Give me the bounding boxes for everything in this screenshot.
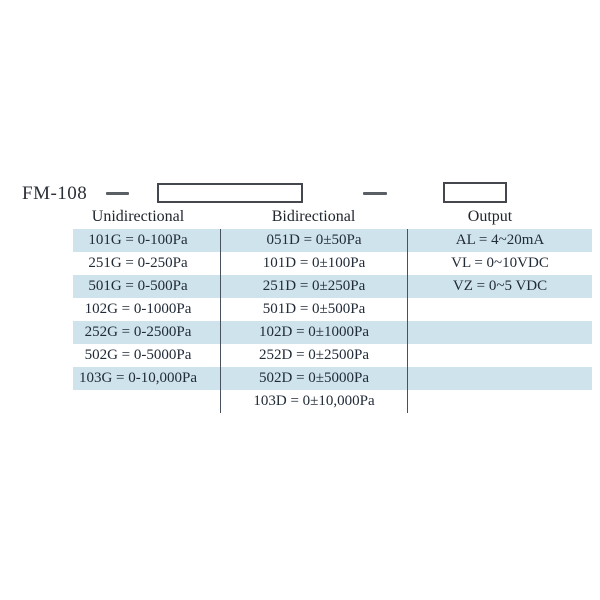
table-row: 103D = 0±10,000Pa bbox=[73, 390, 592, 413]
table-row: 101G = 0-100Pa 051D = 0±50Pa AL = 4~20mA bbox=[73, 229, 592, 252]
unidirectional-code: 103G = 0-10,000Pa bbox=[78, 370, 198, 386]
bidirectional-code: 103D = 0±10,000Pa bbox=[220, 390, 407, 413]
unidirectional-code: 501G = 0-500Pa bbox=[88, 278, 188, 294]
output-code bbox=[407, 298, 592, 321]
bidirectional-code: 051D = 0±50Pa bbox=[220, 229, 407, 252]
output-code bbox=[407, 321, 592, 344]
table-row: 501G = 0-500Pa 251D = 0±250Pa VZ = 0~5 V… bbox=[73, 275, 592, 298]
bidirectional-code: 251D = 0±250Pa bbox=[220, 275, 407, 298]
bidirectional-code: 252D = 0±2500Pa bbox=[220, 344, 407, 367]
table-row: 251G = 0-250Pa 101D = 0±100Pa VL = 0~10V… bbox=[73, 252, 592, 275]
bidirectional-code: 101D = 0±100Pa bbox=[220, 252, 407, 275]
table-row: 252G = 0-2500Pa 102D = 0±1000Pa bbox=[73, 321, 592, 344]
connector-dash-2 bbox=[363, 192, 387, 195]
output-code: VL = 0~10VDC bbox=[407, 252, 592, 275]
model-number-label: FM-108 bbox=[22, 183, 88, 204]
table-row: 502G = 0-5000Pa 252D = 0±2500Pa bbox=[73, 344, 592, 367]
bidirectional-code: 501D = 0±500Pa bbox=[220, 298, 407, 321]
unidirectional-code: 502G = 0-5000Pa bbox=[84, 347, 192, 363]
column-header-unidirectional: Unidirectional bbox=[91, 208, 185, 225]
output-code bbox=[407, 367, 592, 390]
unidirectional-code bbox=[73, 390, 220, 413]
column-header-bidirectional: Bidirectional bbox=[271, 208, 356, 225]
bidirectional-code: 502D = 0±5000Pa bbox=[220, 367, 407, 390]
output-code bbox=[407, 390, 592, 413]
table-row: 102G = 0-1000Pa 501D = 0±500Pa bbox=[73, 298, 592, 321]
output-code: AL = 4~20mA bbox=[407, 229, 592, 252]
unidirectional-code: 102G = 0-1000Pa bbox=[84, 301, 192, 317]
unidirectional-code: 251G = 0-250Pa bbox=[88, 255, 188, 271]
column-header-output: Output bbox=[467, 208, 513, 225]
output-code bbox=[407, 344, 592, 367]
unidirectional-code: 252G = 0-2500Pa bbox=[84, 324, 192, 340]
connector-dash-1 bbox=[106, 192, 129, 195]
output-code: VZ = 0~5 VDC bbox=[407, 275, 592, 298]
unidirectional-code: 101G = 0-100Pa bbox=[88, 232, 188, 248]
selection-table: 101G = 0-100Pa 051D = 0±50Pa AL = 4~20mA… bbox=[73, 229, 592, 413]
table-row: 103G = 0-10,000Pa 502D = 0±5000Pa bbox=[73, 367, 592, 390]
output-code-box bbox=[443, 182, 507, 203]
range-code-box bbox=[157, 183, 303, 203]
bidirectional-code: 102D = 0±1000Pa bbox=[220, 321, 407, 344]
